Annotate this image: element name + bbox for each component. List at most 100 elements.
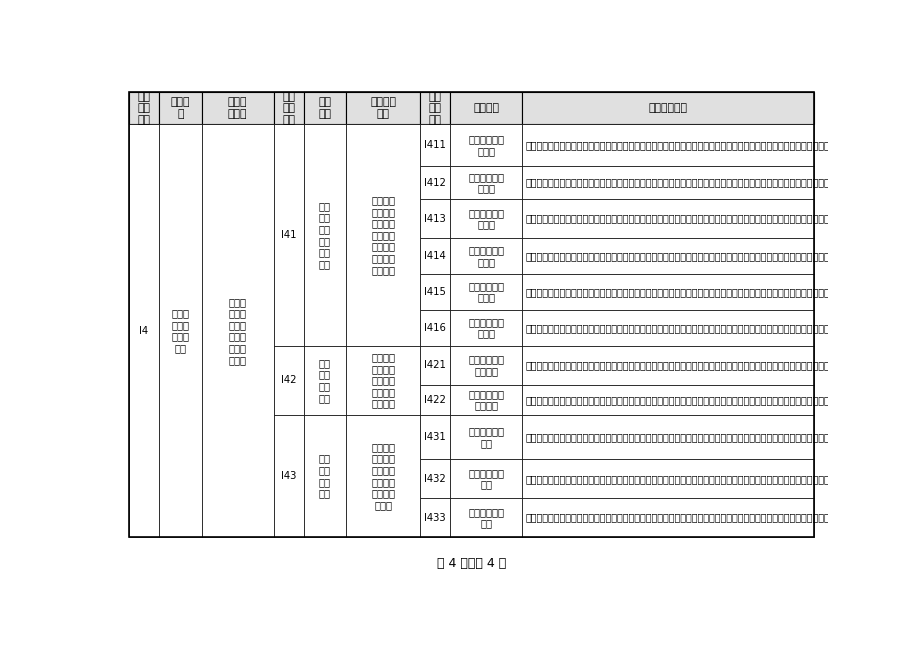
Text: 一级指
标: 一级指 标: [170, 98, 190, 119]
Bar: [449, 346, 522, 385]
Text: I43: I43: [280, 471, 296, 481]
Text: I432: I432: [424, 474, 446, 484]
Bar: [420, 415, 449, 460]
Text: I415: I415: [424, 287, 446, 297]
Bar: [420, 274, 449, 310]
Text: 通信传输能力
利用率: 通信传输能力 利用率: [468, 317, 504, 339]
Text: I413: I413: [424, 214, 446, 223]
Bar: [449, 166, 522, 199]
Bar: [420, 346, 449, 385]
Bar: [420, 166, 449, 199]
Bar: [522, 415, 813, 460]
Text: I412: I412: [424, 178, 446, 187]
Text: 评价工程项目资金预算、执行、使用等的可控性、合规性、有效性目标的实现程度。包括：预算管理、成本控制、资金使用、决算等方面的综合管理保障能力。: 评价工程项目资金预算、执行、使用等的可控性、合规性、有效性目标的实现程度。包括：…: [525, 432, 919, 442]
Text: 评价工程项目确定的业务计算处理能力和利用率的目标实现程度。包括：项目建设形成的业务计算处理量、计算处理性能，以及实际计算处理能力的利用率。: 评价工程项目确定的业务计算处理能力和利用率的目标实现程度。包括：项目建设形成的业…: [525, 214, 919, 223]
Text: 评价工程项目确定的系统建设和运维管理保障的目标实现程度。包括：领导机构、实施机构及协调机制，以及组织第三方形成的综合保障能力。: 评价工程项目确定的系统建设和运维管理保障的目标实现程度。包括：领导机构、实施机构…: [525, 474, 887, 484]
Bar: [273, 124, 303, 346]
Text: 三级
指标
编号: 三级 指标 编号: [428, 92, 441, 125]
Text: 评价项目
建设形成
的信息安
全能力的
保障水平: 评价项目 建设形成 的信息安 全能力的 保障水平: [370, 352, 394, 408]
Bar: [522, 346, 813, 385]
Text: 会话处理能力
利用率: 会话处理能力 利用率: [468, 245, 504, 267]
Bar: [522, 460, 813, 498]
Text: 评价信
息系统
各种能
力的保
障和利
用水平: 评价信 息系统 各种能 力的保 障和利 用水平: [228, 297, 246, 365]
Text: 一级
指标
编号: 一级 指标 编号: [137, 92, 151, 125]
Bar: [522, 498, 813, 537]
Bar: [522, 238, 813, 274]
Text: 一级指
标说明: 一级指 标说明: [228, 98, 247, 119]
Bar: [129, 92, 159, 124]
Bar: [522, 385, 813, 415]
Bar: [449, 385, 522, 415]
Bar: [129, 92, 813, 537]
Text: 信息
安全
保障
能力: 信息 安全 保障 能力: [319, 358, 331, 403]
Text: I41: I41: [280, 230, 296, 240]
Text: 项目
组织
保障
能力: 项目 组织 保障 能力: [319, 454, 331, 498]
Bar: [522, 166, 813, 199]
Bar: [449, 498, 522, 537]
Bar: [201, 124, 273, 537]
Bar: [420, 460, 449, 498]
Bar: [449, 460, 522, 498]
Text: I42: I42: [280, 375, 296, 385]
Text: I4: I4: [140, 326, 149, 336]
Text: 评价工程项目确定的信息安全技术保障的目标实现程度。包括：网络通信、边界防护、主机安全、物理环境安全，以及应用、数据安全的保障能力。: 评价工程项目确定的信息安全技术保障的目标实现程度。包括：网络通信、边界防护、主机…: [525, 360, 898, 370]
Bar: [273, 415, 303, 537]
Bar: [159, 92, 201, 124]
Bar: [522, 124, 813, 166]
Text: 评价项目
建设形成
的信息系
统技术能
力在系统
运行中的
利用水平: 评价项目 建设形成 的信息系 统技术能 力在系统 运行中的 利用水平: [370, 195, 394, 275]
Bar: [522, 92, 813, 124]
Text: 项目管理保障
能力: 项目管理保障 能力: [468, 468, 504, 490]
Text: 二级指标
说明: 二级指标 说明: [369, 98, 396, 119]
Text: I411: I411: [424, 140, 446, 150]
Bar: [346, 346, 420, 415]
Bar: [346, 124, 420, 346]
Text: 二级
指标: 二级 指标: [318, 98, 331, 119]
Bar: [522, 274, 813, 310]
Text: 评价项目
建设和运
维的资金
、组织和
队伍的保
障能力: 评价项目 建设和运 维的资金 、组织和 队伍的保 障能力: [370, 442, 394, 510]
Bar: [449, 124, 522, 166]
Bar: [449, 415, 522, 460]
Bar: [273, 92, 303, 124]
Bar: [420, 199, 449, 238]
Bar: [303, 92, 346, 124]
Text: 请求响应能力
利用率: 请求响应能力 利用率: [468, 281, 504, 303]
Bar: [420, 385, 449, 415]
Bar: [303, 124, 346, 346]
Text: 评价工程项目确定的系统会话处理能力和利用率的目标实现程度。包括：项目建设形成的业务会话处理量、会话处理性能，以及实际会话处理能力的利用率。: 评价工程项目确定的系统会话处理能力和利用率的目标实现程度。包括：项目建设形成的业…: [525, 251, 919, 261]
Bar: [522, 310, 813, 346]
Text: 评价工程项目确定的业务交易能力和利用率的目标实现程度。包括：项目建设形成的业务交易量、交易处理性能，以及实际交易处理能力的利用率。: 评价工程项目确定的业务交易能力和利用率的目标实现程度。包括：项目建设形成的业务交…: [525, 178, 898, 187]
Text: I416: I416: [424, 323, 446, 333]
Text: I422: I422: [424, 395, 446, 405]
Text: 项目队伍保障
能力: 项目队伍保障 能力: [468, 507, 504, 529]
Text: I431: I431: [424, 432, 446, 442]
Bar: [449, 199, 522, 238]
Text: 信息安全管理
保障能力: 信息安全管理 保障能力: [468, 389, 504, 411]
Bar: [449, 310, 522, 346]
Text: 信息安全技术
保障能力: 信息安全技术 保障能力: [468, 354, 504, 376]
Bar: [449, 92, 522, 124]
Bar: [303, 346, 346, 415]
Bar: [159, 124, 201, 537]
Text: 二级
指标
编号: 二级 指标 编号: [282, 92, 295, 125]
Text: 三级指标说明: 三级指标说明: [648, 103, 686, 113]
Bar: [420, 238, 449, 274]
Text: 计算处理能力
利用率: 计算处理能力 利用率: [468, 208, 504, 229]
Bar: [522, 199, 813, 238]
Text: I433: I433: [424, 512, 446, 523]
Bar: [420, 92, 449, 124]
Bar: [201, 92, 273, 124]
Bar: [346, 415, 420, 537]
Text: 数据存储能力
利用率: 数据存储能力 利用率: [468, 134, 504, 156]
Text: 评价工程项目确定的系统请求响应能力和利用率的目标实现程度。包括：项目建设形成的请求响应量、请求响应性能，以及实际请求响应能力的利用率。: 评价工程项目确定的系统请求响应能力和利用率的目标实现程度。包括：项目建设形成的请…: [525, 287, 910, 297]
Bar: [420, 310, 449, 346]
Text: I414: I414: [424, 251, 446, 261]
Text: 信息系
统能力
适配性
指标: 信息系 统能力 适配性 指标: [171, 309, 189, 353]
Bar: [129, 124, 159, 537]
Bar: [420, 124, 449, 166]
Text: 评价工程项目确定的系统通信传输能力和利用率的目标实现程度。包括：项目建设形成的通信传输量、通信传输性能，以及实际通信传输能力的利用率。: 评价工程项目确定的系统通信传输能力和利用率的目标实现程度。包括：项目建设形成的通…: [525, 323, 910, 333]
Bar: [449, 274, 522, 310]
Text: 项目资金保障
能力: 项目资金保障 能力: [468, 426, 504, 448]
Text: 三级指标: 三级指标: [472, 103, 499, 113]
Text: 评价工程项目确定的信息安全管理保障的目标实现程度。包括：管理机制、制度规范，以及人员、系统建设、运维管理等。: 评价工程项目确定的信息安全管理保障的目标实现程度。包括：管理机制、制度规范，以及…: [525, 395, 834, 405]
Bar: [303, 415, 346, 537]
